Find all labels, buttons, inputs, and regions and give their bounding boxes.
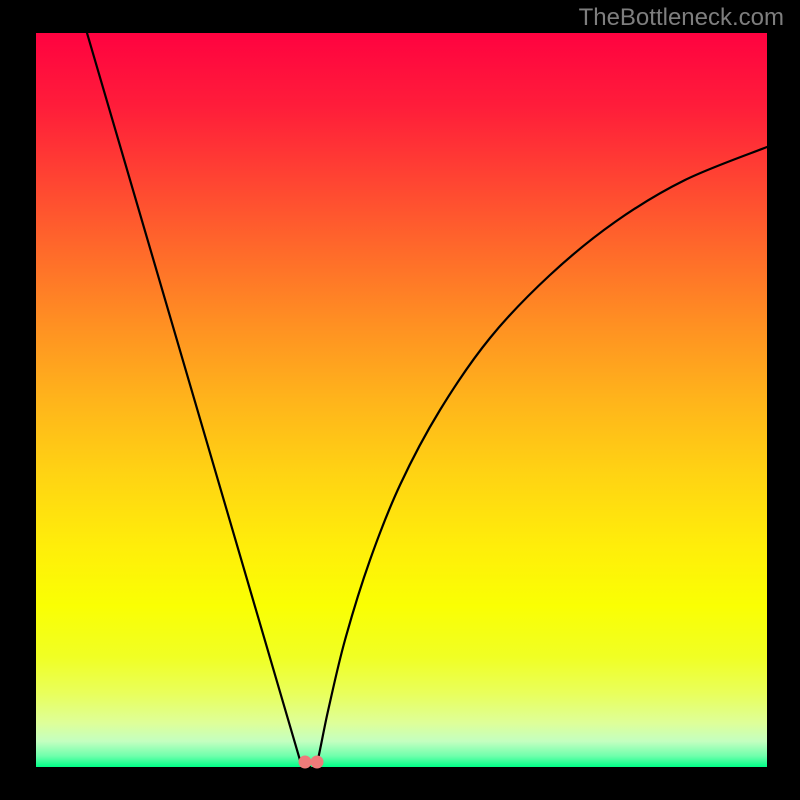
minimum-marker — [299, 756, 312, 769]
minimum-marker — [311, 756, 324, 769]
bottleneck-chart — [0, 0, 800, 800]
chart-frame: TheBottleneck.com — [0, 0, 800, 800]
plot-background — [36, 33, 767, 767]
